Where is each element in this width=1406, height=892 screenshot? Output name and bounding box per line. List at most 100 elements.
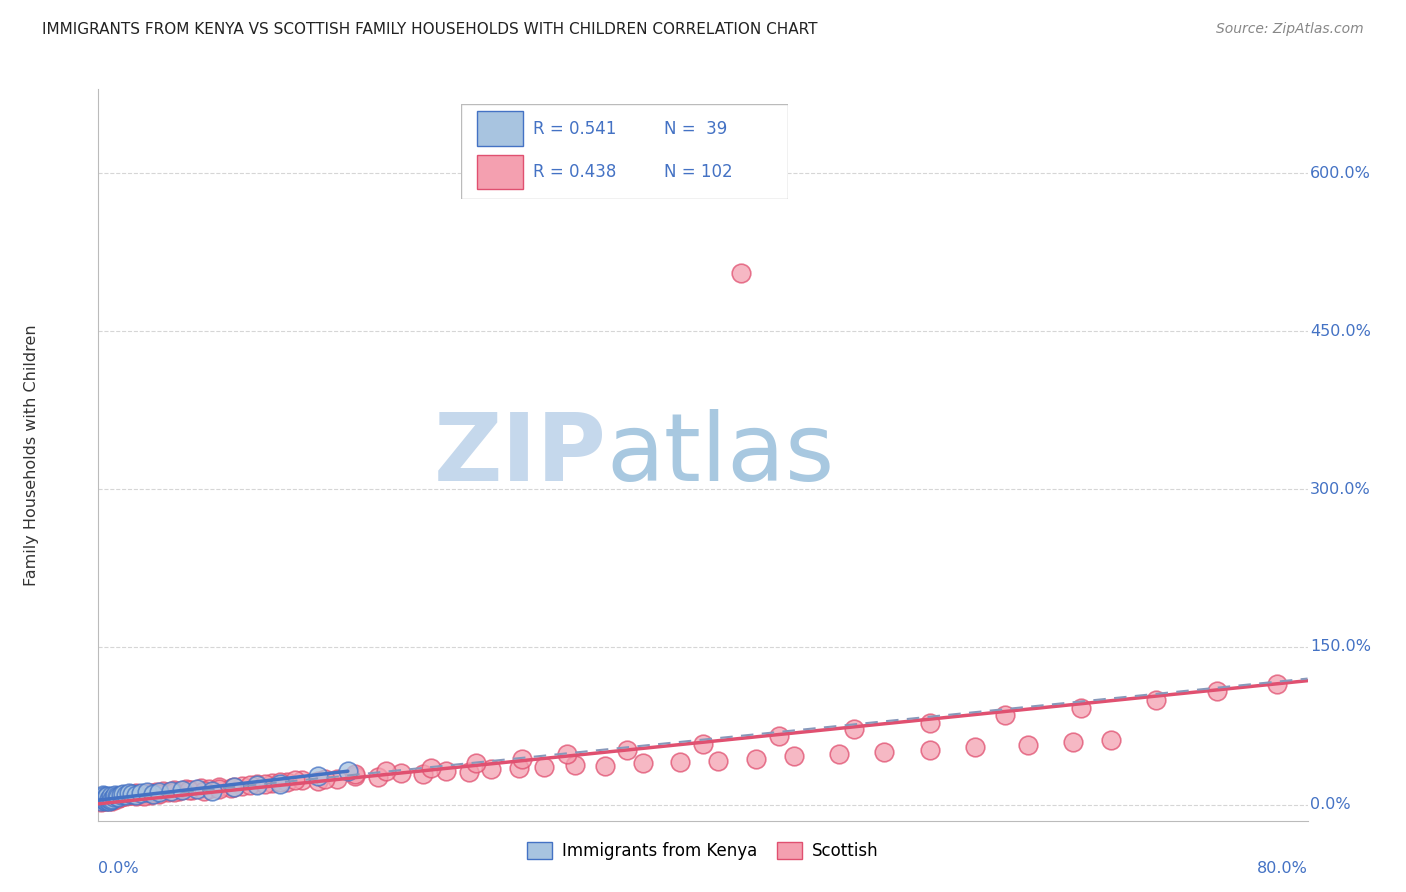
Point: [1070, 701, 1092, 715]
Text: ZIP: ZIP: [433, 409, 606, 501]
Point: [434, 764, 457, 779]
Point: [110, 789, 132, 803]
Point: [170, 783, 193, 797]
Point: [114, 789, 136, 804]
Text: 0.0%: 0.0%: [98, 861, 139, 876]
Text: 0.0%: 0.0%: [1310, 797, 1351, 813]
Point: [616, 743, 638, 757]
Point: [125, 789, 148, 803]
Point: [100, 789, 122, 804]
Point: [246, 778, 269, 792]
Point: [918, 743, 941, 757]
Point: [98, 791, 121, 805]
Point: [121, 788, 143, 802]
Point: [307, 773, 329, 788]
Point: [132, 789, 155, 804]
Point: [156, 785, 179, 799]
Point: [239, 778, 262, 792]
Point: [224, 780, 246, 794]
Point: [730, 266, 752, 280]
Point: [174, 782, 197, 797]
Point: [844, 722, 866, 736]
Point: [101, 794, 124, 808]
Point: [197, 782, 219, 797]
Point: [98, 794, 121, 808]
Point: [91, 791, 114, 805]
Point: [163, 785, 186, 799]
Point: [152, 784, 174, 798]
Text: atlas: atlas: [606, 409, 835, 501]
Point: [107, 790, 129, 805]
Point: [994, 708, 1017, 723]
Point: [344, 767, 367, 781]
Point: [111, 788, 134, 802]
Point: [94, 790, 117, 805]
Point: [160, 784, 183, 798]
Point: [104, 789, 127, 803]
Point: [367, 771, 389, 785]
Point: [118, 789, 141, 803]
Point: [336, 764, 359, 779]
Point: [555, 747, 578, 762]
Point: [510, 751, 533, 765]
Point: [163, 783, 186, 797]
Point: [135, 785, 157, 799]
Point: [326, 772, 349, 786]
Point: [141, 789, 163, 803]
Point: [828, 747, 851, 762]
Text: IMMIGRANTS FROM KENYA VS SCOTTISH FAMILY HOUSEHOLDS WITH CHILDREN CORRELATION CH: IMMIGRANTS FROM KENYA VS SCOTTISH FAMILY…: [42, 22, 818, 37]
Point: [104, 790, 127, 805]
Point: [132, 788, 155, 802]
Point: [148, 785, 170, 799]
Text: Family Households with Children: Family Households with Children: [24, 324, 39, 586]
Point: [374, 764, 396, 779]
Point: [253, 777, 276, 791]
Point: [291, 772, 314, 787]
Point: [125, 788, 148, 802]
Point: [208, 780, 231, 794]
Point: [91, 792, 114, 806]
Point: [1099, 732, 1122, 747]
Point: [93, 789, 115, 804]
Point: [96, 789, 118, 804]
Text: Source: ZipAtlas.com: Source: ZipAtlas.com: [1216, 22, 1364, 37]
Point: [246, 777, 269, 791]
Point: [107, 789, 129, 804]
Point: [1206, 684, 1229, 698]
Point: [419, 761, 441, 775]
Point: [186, 782, 208, 797]
Text: 450.0%: 450.0%: [1310, 324, 1371, 339]
Point: [98, 791, 121, 805]
Point: [110, 790, 132, 805]
Point: [118, 788, 141, 802]
Point: [782, 749, 804, 764]
Point: [121, 789, 143, 803]
Text: 80.0%: 80.0%: [1257, 861, 1308, 876]
Point: [105, 789, 128, 804]
Point: [167, 784, 190, 798]
Point: [93, 792, 115, 806]
Point: [103, 790, 125, 805]
Point: [412, 767, 434, 781]
Point: [90, 794, 112, 808]
Point: [276, 774, 298, 789]
Point: [110, 790, 132, 805]
Point: [148, 786, 170, 800]
Point: [564, 757, 586, 772]
Point: [96, 790, 118, 805]
Text: 300.0%: 300.0%: [1310, 482, 1371, 497]
Point: [177, 783, 201, 797]
Point: [284, 772, 307, 787]
Point: [1062, 735, 1084, 749]
Point: [91, 789, 114, 803]
Point: [1017, 738, 1039, 752]
Point: [692, 737, 714, 751]
Point: [94, 791, 117, 805]
Point: [208, 782, 231, 797]
Point: [269, 777, 291, 791]
Point: [93, 791, 115, 805]
Point: [193, 784, 215, 798]
Point: [221, 780, 243, 795]
Point: [98, 794, 121, 808]
Point: [918, 715, 941, 730]
